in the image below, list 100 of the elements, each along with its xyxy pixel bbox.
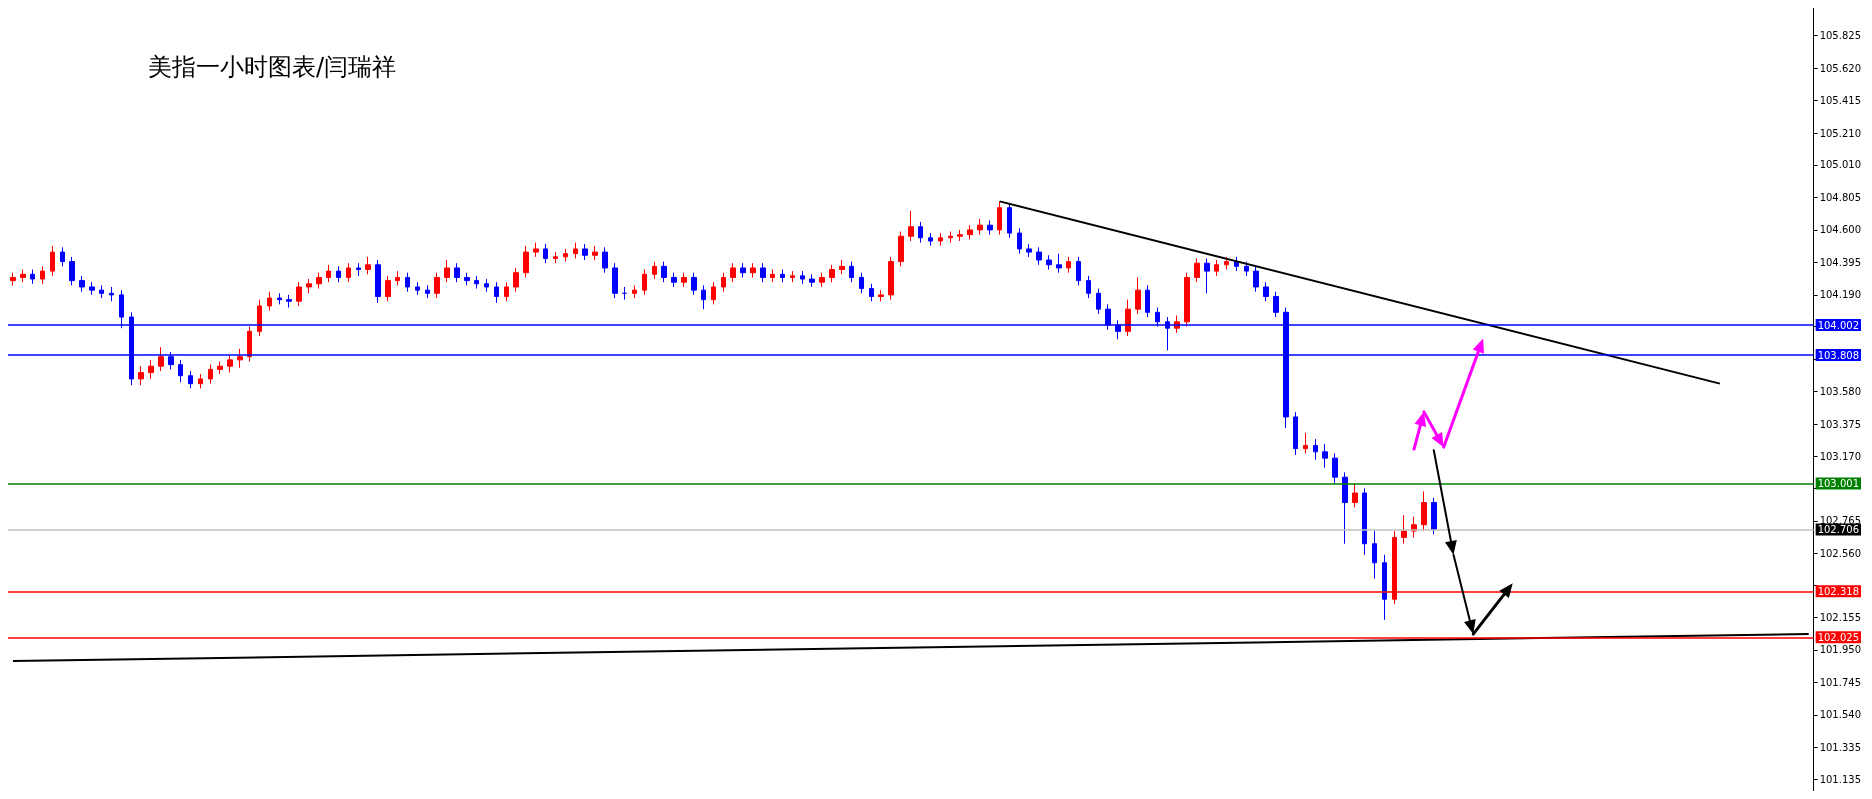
candlestick bbox=[582, 243, 588, 261]
candlestick bbox=[721, 272, 726, 293]
candlestick bbox=[356, 262, 361, 277]
y-tick-label: 101.540 bbox=[1819, 709, 1862, 721]
candlestick bbox=[454, 262, 460, 283]
y-tick-label: 101.335 bbox=[1819, 741, 1862, 753]
candlestick bbox=[1253, 265, 1259, 293]
ref-line-label: 102.025 bbox=[1817, 631, 1860, 643]
candlestick bbox=[740, 262, 746, 278]
candlestick bbox=[750, 262, 756, 278]
candlestick bbox=[1214, 259, 1219, 277]
candlestick bbox=[277, 292, 282, 305]
y-tick-label: 104.600 bbox=[1819, 224, 1862, 236]
candlestick bbox=[375, 259, 381, 304]
ref-line-label: 103.808 bbox=[1817, 349, 1860, 361]
candlestick bbox=[1066, 256, 1071, 274]
candlestick bbox=[365, 256, 371, 275]
y-tick-label: 105.415 bbox=[1819, 95, 1862, 107]
candlestick bbox=[69, 256, 75, 286]
candlestick bbox=[888, 256, 894, 301]
candlestick bbox=[543, 243, 548, 264]
y-tick-label: 101.135 bbox=[1819, 773, 1862, 785]
candlestick bbox=[1352, 483, 1358, 508]
candlestick bbox=[504, 281, 509, 302]
candlestick bbox=[839, 259, 845, 275]
candlestick bbox=[652, 261, 657, 280]
candlestick bbox=[79, 275, 85, 293]
candlestick bbox=[1372, 530, 1377, 580]
candlestick bbox=[444, 259, 450, 283]
candlestick bbox=[158, 346, 164, 372]
candlestick bbox=[967, 224, 973, 240]
candlestick bbox=[99, 284, 104, 299]
candlestick bbox=[306, 278, 312, 294]
candlestick bbox=[987, 219, 993, 236]
candlestick bbox=[829, 264, 835, 283]
ref-line-label: 104.002 bbox=[1817, 319, 1860, 331]
candlestick bbox=[1421, 490, 1427, 532]
candlestick bbox=[415, 281, 420, 296]
candlestick bbox=[642, 269, 647, 296]
candlestick bbox=[701, 284, 706, 310]
candlestick bbox=[849, 261, 854, 283]
candlestick bbox=[1273, 291, 1279, 318]
candlestick bbox=[918, 221, 923, 244]
candlestick bbox=[800, 270, 805, 285]
candlestick bbox=[89, 281, 95, 296]
y-tick-label: 105.620 bbox=[1819, 62, 1862, 74]
candlestick bbox=[938, 232, 943, 247]
candlestick bbox=[632, 284, 637, 299]
candlestick bbox=[1342, 471, 1348, 545]
candlestick bbox=[1096, 288, 1101, 315]
candlestick bbox=[484, 278, 489, 293]
candlestick bbox=[1194, 257, 1200, 283]
candlestick bbox=[928, 232, 933, 247]
candlestick bbox=[859, 272, 864, 294]
candlestick bbox=[1293, 411, 1298, 456]
candlestick bbox=[1145, 284, 1150, 318]
candlestick bbox=[691, 272, 697, 296]
candlestick bbox=[50, 245, 55, 277]
candlestick bbox=[30, 269, 35, 285]
candlestick bbox=[247, 326, 252, 362]
candlestick bbox=[40, 265, 45, 285]
candlestick bbox=[326, 264, 331, 283]
candlestick bbox=[434, 272, 440, 299]
candlestick bbox=[60, 246, 65, 267]
candlestick bbox=[425, 284, 430, 299]
ref-line-label: 102.706 bbox=[1817, 523, 1860, 535]
text: 美指一小时图表/闫瑞祥 bbox=[148, 53, 397, 81]
candlestick bbox=[563, 248, 568, 263]
candlestick bbox=[523, 245, 529, 278]
candlestick bbox=[217, 360, 223, 375]
candlestick bbox=[809, 273, 815, 288]
y-tick-label: 104.805 bbox=[1819, 191, 1862, 203]
candlestick bbox=[1007, 202, 1012, 239]
candlestick bbox=[474, 275, 479, 290]
candlestick bbox=[780, 269, 785, 283]
candlestick bbox=[573, 242, 578, 259]
candlestick bbox=[908, 210, 914, 242]
candlestick bbox=[1076, 256, 1081, 286]
candlestick bbox=[1303, 432, 1308, 454]
candlestick bbox=[878, 289, 884, 302]
candlestick bbox=[494, 281, 499, 304]
candlestick bbox=[1332, 452, 1338, 485]
candlestick bbox=[533, 242, 539, 258]
candlestick bbox=[711, 281, 716, 305]
y-tick-label: 103.375 bbox=[1819, 418, 1862, 430]
candlestick bbox=[346, 262, 351, 283]
candlestick bbox=[267, 291, 272, 312]
y-tick-label: 105.210 bbox=[1819, 127, 1862, 139]
candlestick bbox=[730, 262, 736, 283]
candlestick bbox=[208, 364, 213, 385]
y-tick-label: 104.395 bbox=[1819, 256, 1862, 268]
candlestick bbox=[336, 265, 341, 283]
candlestick bbox=[138, 365, 144, 386]
candlestick bbox=[1401, 514, 1407, 545]
candlestick bbox=[671, 272, 677, 288]
candlestick bbox=[1362, 487, 1367, 556]
candlestick bbox=[1224, 256, 1229, 271]
candlestick bbox=[178, 359, 183, 383]
candlestick bbox=[1234, 256, 1239, 272]
candlestick bbox=[553, 251, 558, 264]
